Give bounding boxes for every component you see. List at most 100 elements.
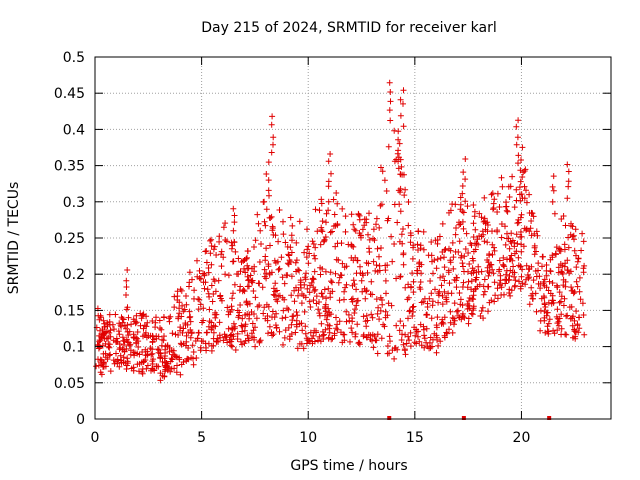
data-point bbox=[336, 318, 343, 325]
data-point bbox=[559, 262, 566, 269]
data-point bbox=[294, 345, 301, 352]
data-point bbox=[446, 209, 452, 216]
data-point bbox=[473, 240, 480, 247]
data-point bbox=[200, 305, 207, 312]
data-point bbox=[349, 315, 356, 322]
data-point bbox=[531, 244, 538, 251]
data-point bbox=[572, 226, 579, 233]
data-point bbox=[109, 321, 116, 328]
data-point bbox=[373, 262, 380, 269]
data-point bbox=[430, 270, 436, 277]
data-point bbox=[434, 314, 441, 321]
data-point bbox=[558, 311, 565, 318]
data-point bbox=[107, 327, 114, 334]
data-point bbox=[177, 340, 184, 347]
data-point bbox=[311, 252, 318, 259]
data-point bbox=[432, 286, 438, 293]
data-point bbox=[322, 312, 328, 319]
data-point bbox=[418, 342, 425, 349]
data-point bbox=[496, 257, 503, 264]
data-point bbox=[371, 237, 378, 244]
data-point bbox=[242, 269, 249, 276]
data-point bbox=[269, 227, 276, 234]
data-point bbox=[306, 298, 313, 305]
data-point bbox=[280, 341, 286, 348]
data-point bbox=[580, 269, 587, 276]
data-point bbox=[410, 242, 417, 249]
data-point bbox=[203, 259, 210, 266]
data-point bbox=[447, 308, 454, 315]
y-axis-title: SRMTID / TECUs bbox=[6, 182, 22, 295]
peak-point bbox=[268, 121, 275, 128]
data-point bbox=[331, 211, 338, 218]
data-point bbox=[293, 257, 300, 264]
data-point bbox=[216, 319, 223, 326]
data-point bbox=[269, 308, 276, 315]
data-point bbox=[557, 298, 564, 305]
data-point bbox=[249, 279, 256, 286]
data-point bbox=[377, 307, 384, 314]
data-point bbox=[242, 312, 248, 318]
data-point bbox=[399, 331, 405, 338]
data-point bbox=[190, 349, 197, 355]
data-point bbox=[125, 339, 132, 346]
x-tick-label: 5 bbox=[197, 430, 206, 446]
data-point bbox=[543, 309, 550, 316]
data-point bbox=[565, 234, 572, 241]
data-point bbox=[310, 332, 317, 339]
data-point bbox=[325, 207, 332, 214]
data-point bbox=[196, 267, 203, 274]
data-point bbox=[537, 285, 544, 292]
data-point bbox=[261, 218, 268, 225]
data-point bbox=[509, 173, 516, 180]
data-point bbox=[431, 330, 438, 337]
data-point bbox=[541, 301, 548, 308]
data-point bbox=[574, 321, 581, 328]
data-point bbox=[112, 311, 119, 318]
data-point bbox=[496, 204, 503, 210]
data-point bbox=[276, 328, 283, 335]
data-point bbox=[322, 301, 329, 308]
data-point bbox=[177, 371, 184, 378]
data-point bbox=[312, 244, 319, 251]
data-point bbox=[312, 255, 319, 262]
peak-point bbox=[551, 210, 558, 217]
data-point bbox=[553, 282, 560, 289]
data-point bbox=[420, 246, 427, 253]
data-point bbox=[480, 218, 487, 225]
data-point bbox=[333, 325, 340, 332]
data-point bbox=[376, 262, 383, 269]
data-point bbox=[341, 296, 347, 303]
data-point bbox=[265, 263, 272, 270]
data-point bbox=[104, 356, 111, 363]
peak-point bbox=[549, 183, 556, 190]
data-point bbox=[297, 281, 304, 288]
data-point bbox=[546, 278, 553, 285]
data-point bbox=[385, 300, 392, 307]
peak-point bbox=[395, 165, 402, 172]
data-point bbox=[168, 365, 175, 372]
data-point bbox=[299, 327, 306, 334]
data-point bbox=[233, 271, 240, 277]
data-point bbox=[228, 331, 235, 338]
data-point bbox=[225, 308, 232, 315]
data-point bbox=[206, 306, 213, 313]
data-point bbox=[408, 283, 415, 290]
data-point bbox=[303, 270, 309, 277]
data-point bbox=[576, 325, 583, 332]
data-point bbox=[348, 242, 355, 249]
data-point bbox=[288, 321, 295, 328]
data-point bbox=[479, 304, 486, 311]
data-point bbox=[310, 297, 317, 304]
data-point bbox=[476, 233, 483, 239]
data-point bbox=[318, 320, 325, 327]
data-point bbox=[428, 252, 435, 259]
data-point bbox=[395, 187, 402, 194]
data-point bbox=[359, 270, 366, 277]
x-tick-label: 20 bbox=[513, 430, 531, 446]
data-point bbox=[451, 315, 457, 322]
data-point bbox=[298, 340, 305, 347]
data-point bbox=[201, 271, 208, 278]
data-point bbox=[100, 317, 107, 324]
data-point bbox=[468, 242, 475, 249]
